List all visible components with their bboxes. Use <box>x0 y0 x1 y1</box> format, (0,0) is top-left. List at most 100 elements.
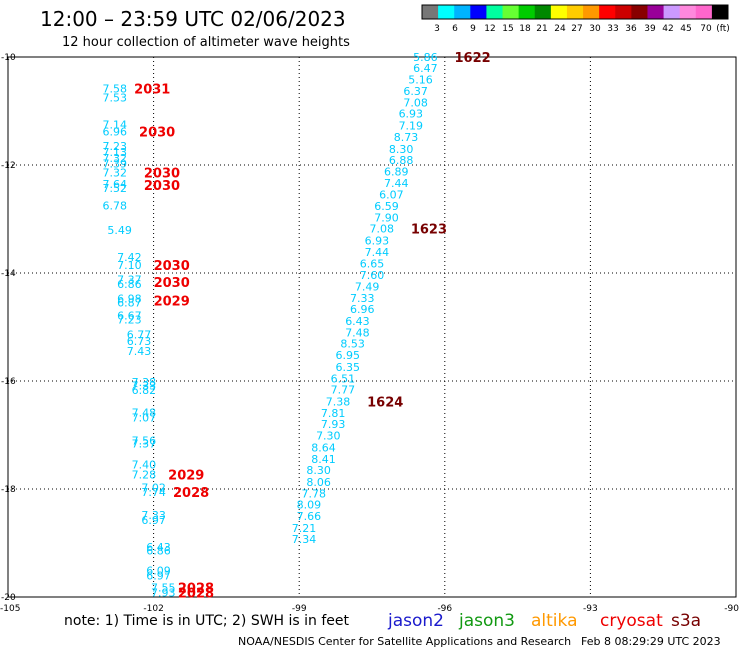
swh-value-label: 7.58 <box>103 82 128 95</box>
colorbar-swatch <box>454 5 471 19</box>
swh-value-label: 7.08 <box>369 223 394 236</box>
colorbar-label: 9 <box>470 24 476 34</box>
swh-value-label: 7.93 <box>151 587 176 600</box>
swh-value-label: 7.32 <box>103 152 128 165</box>
swh-value-label: 5.16 <box>408 74 433 87</box>
legend-jason3: jason3 <box>458 611 515 631</box>
colorbar-swatch <box>550 5 568 19</box>
swh-value-label: 7.10 <box>117 259 142 272</box>
swh-value-label: 7.90 <box>374 211 399 224</box>
swh-value-label: 7.66 <box>297 510 322 523</box>
swh-value-label: 7.08 <box>403 96 428 109</box>
pass-time-label: 2030 <box>154 259 190 274</box>
data-marks: 7.587.537.146.967.237.137.327.397.327.64… <box>103 51 491 602</box>
colorbar-label: 27 <box>571 24 582 34</box>
swh-value-label: 6.89 <box>384 165 409 178</box>
colorbar-label: 45 <box>680 24 691 34</box>
swh-value-label: 8.53 <box>340 338 365 351</box>
colorbar-label: 33 <box>607 24 618 34</box>
legend-cryosat: cryosat <box>600 611 663 631</box>
x-tick-label: -96 <box>437 604 452 614</box>
swh-value-label: 6.65 <box>360 257 385 270</box>
swh-value-label: 7.21 <box>292 522 317 535</box>
swh-value-label: 7.38 <box>132 376 157 389</box>
swh-value-label: 6.86 <box>146 545 171 558</box>
swh-value-label: 6.47 <box>413 62 438 75</box>
x-tick-label: -93 <box>583 604 598 614</box>
colorbar-label: (ft) <box>716 24 730 34</box>
credit-text: NOAA/NESDIS Center for Satellite Applica… <box>238 635 571 648</box>
swh-value-label: 6.51 <box>331 372 356 385</box>
swh-value-label: 7.74 <box>141 486 166 499</box>
swh-value-label: 6.95 <box>335 349 360 362</box>
pass-time-label: 2031 <box>134 82 170 97</box>
swh-value-label: 7.53 <box>103 92 128 105</box>
colorbar-swatch <box>566 5 584 19</box>
swh-value-label: 7.02 <box>141 481 166 494</box>
swh-value-label: 6.87 <box>117 297 142 310</box>
colorbar-swatch <box>470 5 487 19</box>
swh-value-label: 6.86 <box>117 278 142 291</box>
swh-value-label: 7.77 <box>331 384 356 397</box>
swh-value-label: 6.78 <box>103 200 128 213</box>
swh-value-label: 7.44 <box>365 246 390 259</box>
colorbar-swatch <box>647 5 665 19</box>
swh-value-label: 7.19 <box>399 120 424 133</box>
swh-value-label: 7.42 <box>117 251 142 264</box>
swh-value-label: 5.49 <box>107 224 132 237</box>
swh-value-label: 7.14 <box>103 119 128 132</box>
note-text: note: 1) Time is in UTC; 2) SWH is in fe… <box>64 613 350 629</box>
legend: jason2 jason3 altika cryosat s3a <box>387 611 701 631</box>
colorbar-label: 30 <box>589 24 601 34</box>
swh-value-label: 7.28 <box>132 468 157 481</box>
swh-value-label: 7.38 <box>326 396 351 409</box>
swh-value-label: 7.44 <box>384 177 409 190</box>
pass-time-label: 1622 <box>455 51 491 66</box>
swh-value-label: 8.41 <box>311 453 336 466</box>
swh-value-label: 6.77 <box>127 329 152 342</box>
pass-time-label: 2030 <box>154 276 190 291</box>
swh-value-label: 8.30 <box>306 464 331 477</box>
y-tick-label: -20 <box>1 593 16 603</box>
chart-title: 12:00 – 23:59 UTC 02/06/2023 <box>40 7 346 31</box>
colorbar: 3 6 9 12 15 18 21 24 27 30 33 36 39 42 45 70 (ft) <box>421 4 730 34</box>
swh-value-label: 7.52 <box>103 182 128 195</box>
swh-value-label: 7.37 <box>117 273 142 286</box>
y-tick-label: -16 <box>1 377 16 387</box>
colorbar-swatch <box>502 5 520 19</box>
swh-value-label: 7.34 <box>292 533 317 546</box>
swh-value-label: 7.55 <box>151 581 176 594</box>
colorbar-label: 18 <box>519 24 531 34</box>
colorbar-label: 24 <box>554 24 566 34</box>
colorbar-label: 36 <box>625 24 637 34</box>
pass-time-label: 2028 <box>178 581 214 596</box>
swh-value-label: 6.37 <box>403 85 428 98</box>
swh-value-label: 8.73 <box>394 131 419 144</box>
colorbar-swatch <box>615 5 632 19</box>
swh-value-label: 7.33 <box>141 509 166 522</box>
pass-time-label: 1623 <box>411 223 447 238</box>
swh-value-label: 6.93 <box>365 235 390 248</box>
swh-value-label: 7.49 <box>355 281 380 294</box>
x-tick-label: -105 <box>0 604 20 614</box>
swh-value-label: 7.13 <box>103 146 128 159</box>
swh-value-label: 7.78 <box>302 487 327 500</box>
pass-time-label: 2030 <box>144 179 180 194</box>
swh-value-label: 6.35 <box>335 361 360 374</box>
swh-value-label: 5.86 <box>413 51 438 64</box>
colorbar-swatch <box>438 5 455 19</box>
swh-value-label: 7.23 <box>103 140 128 153</box>
colorbar-swatch <box>518 5 536 19</box>
colorbar-border <box>421 4 729 20</box>
colorbar-swatch <box>486 5 504 19</box>
swh-value-label: 6.43 <box>146 541 171 554</box>
swh-value-label: 7.23 <box>117 313 142 326</box>
swh-value-label: 7.07 <box>132 412 157 425</box>
swh-value-label: 7.43 <box>127 345 152 358</box>
pass-time-label: 2028 <box>173 486 209 501</box>
swh-value-label: 6.97 <box>146 569 171 582</box>
swh-value-label: 7.48 <box>345 326 370 339</box>
swh-value-label: 7.40 <box>132 459 157 472</box>
